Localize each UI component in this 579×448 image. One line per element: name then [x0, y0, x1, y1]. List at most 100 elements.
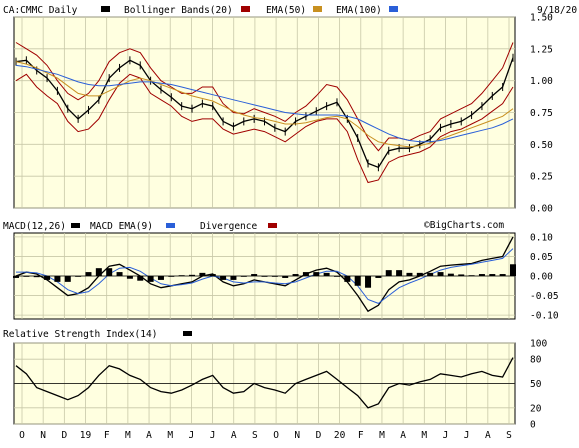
macd-legend-swatch: [71, 223, 80, 228]
y-tick-label: 1.25: [530, 44, 553, 55]
rsi-line: [15, 357, 514, 409]
x-tick-label: D: [316, 430, 322, 441]
divergence-bar: [220, 276, 227, 280]
macd-ema-label: MACD EMA(9): [90, 221, 153, 232]
x-tick-label: 20: [334, 430, 346, 441]
divergence-bar: [137, 276, 144, 281]
x-tick-label: A: [231, 430, 237, 441]
x-tick-label: D: [61, 430, 67, 441]
x-tick-label: A: [146, 430, 152, 441]
bollinger-upper-line: [15, 42, 514, 152]
macd-series: [13, 236, 516, 313]
divergence-bar: [209, 274, 216, 276]
x-tick-label: S: [506, 430, 512, 441]
divergence-bar: [478, 274, 485, 276]
divergence-bar: [437, 272, 444, 276]
ema-line-blue: [15, 64, 514, 143]
divergence-bar: [313, 272, 320, 276]
divergence-bar: [375, 276, 382, 278]
divergence-bar: [302, 272, 309, 276]
x-tick-label: J: [464, 430, 470, 441]
price-grid: [14, 16, 515, 209]
divergence-bar: [354, 276, 361, 286]
ema100-label: EMA(100): [336, 5, 382, 16]
divergence-bar: [33, 276, 40, 278]
y-tick-label: 50: [530, 379, 542, 390]
x-tick-label: M: [167, 430, 173, 441]
divergence-bar: [199, 272, 206, 276]
ema50-legend-swatch: [313, 6, 322, 12]
divergence-bar: [13, 276, 19, 278]
divergence-bar: [116, 272, 123, 276]
rsi-series: [14, 357, 515, 409]
watermark-text: ©BigCharts.com: [424, 220, 504, 231]
rsi-legend-swatch: [183, 331, 192, 336]
y-tick-label: -0.05: [530, 291, 559, 302]
divergence-bar: [365, 276, 372, 288]
y-tick-label: 0.75: [530, 108, 553, 119]
x-tick-label: M: [421, 430, 427, 441]
x-tick-label: A: [485, 430, 491, 441]
divergence-bar: [230, 276, 237, 280]
bollinger-lower-line: [15, 73, 514, 184]
x-tick-label: N: [40, 430, 46, 441]
y-tick-label: 0.25: [530, 172, 553, 183]
divergence-bar: [44, 276, 51, 280]
divergence-bar: [157, 276, 164, 280]
divergence-bar: [416, 272, 423, 276]
y-tick-label: 0.50: [530, 140, 553, 151]
price-y-axis: 1.50 1.25 1.00 0.75 0.50 0.25 0.00: [530, 13, 553, 215]
divergence-bar: [126, 276, 133, 279]
x-tick-label: J: [210, 430, 216, 441]
x-tick-label: A: [400, 430, 406, 441]
divergence-bar: [344, 276, 351, 282]
x-tick-label: O: [19, 430, 25, 441]
x-tick-label: S: [252, 430, 258, 441]
date-label: 9/18/20: [537, 5, 577, 16]
y-tick-label: 20: [530, 403, 542, 414]
divergence-bar: [447, 273, 454, 276]
divergence-bar: [292, 274, 299, 276]
x-tick-label: O: [273, 430, 279, 441]
macd-y-axis: 0.10 0.05 0.00 -0.05 -0.10: [530, 232, 559, 321]
divergence-bar: [385, 270, 392, 276]
divergence-bar: [147, 276, 154, 282]
x-tick-label: 19: [80, 430, 92, 441]
divergence-bar: [499, 274, 506, 276]
y-tick-label: 0: [530, 420, 536, 431]
macd-header: MACD(12,26) MACD EMA(9) Divergence ©BigC…: [3, 220, 504, 232]
ema100-legend-swatch: [389, 6, 398, 12]
x-tick-label: J: [443, 430, 449, 441]
divergence-bar: [64, 276, 71, 282]
divergence-bar: [189, 274, 196, 276]
y-tick-label: 100: [530, 339, 547, 350]
x-axis: O N D 19 F M A M J J A S O N D 20 F M A M J J A S: [19, 430, 512, 441]
x-tick-label: N: [294, 430, 300, 441]
y-tick-label: 0.05: [530, 252, 553, 263]
divergence-bar: [396, 270, 403, 276]
x-tick-label: J: [189, 430, 195, 441]
y-tick-label: 0.00: [530, 272, 553, 283]
divergence-bar: [323, 272, 330, 276]
y-tick-label: -0.10: [530, 311, 559, 322]
rsi-header: Relative Strength Index(14): [3, 329, 192, 340]
price-series: [15, 42, 514, 184]
ema-line-gold: [15, 61, 514, 148]
divergence-bar: [85, 272, 92, 276]
rsi-label: Relative Strength Index(14): [3, 329, 157, 340]
x-tick-label: F: [104, 430, 110, 441]
macd-label: MACD(12,26): [3, 221, 66, 232]
divergence-bar: [106, 268, 113, 276]
x-tick-label: M: [379, 430, 385, 441]
divergence-bar: [510, 264, 516, 276]
y-tick-label: 1.00: [530, 76, 553, 87]
rsi-y-axis: 100 80 50 20 0: [530, 339, 547, 431]
divergence-bar: [282, 276, 289, 278]
divergence-label: Divergence: [200, 221, 257, 232]
symbol-label: CA:CMMC Daily: [3, 5, 78, 16]
x-tick-label: M: [125, 430, 131, 441]
y-tick-label: 0.10: [530, 232, 553, 243]
divergence-legend-swatch: [268, 223, 277, 228]
